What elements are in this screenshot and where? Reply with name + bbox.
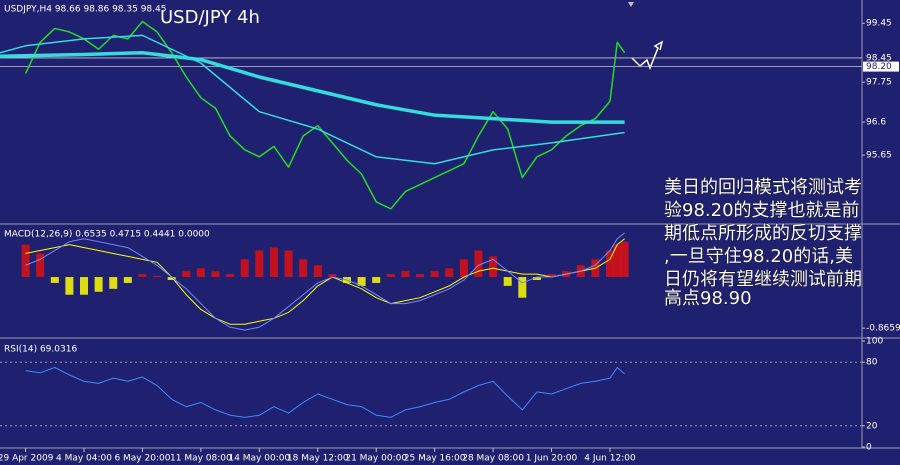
annotation-line: ,一旦守住98.20的话,美 bbox=[664, 246, 853, 267]
chart-title: USD/JPY 4h bbox=[160, 7, 260, 28]
y-tick-label: 99.45 bbox=[866, 19, 892, 29]
price-level-label: 98.45 bbox=[866, 53, 892, 63]
y-tick-label: 0 bbox=[866, 443, 872, 453]
histogram-bar bbox=[328, 274, 337, 278]
series-line bbox=[25, 367, 625, 418]
histogram-bar bbox=[269, 247, 278, 278]
histogram-bar bbox=[401, 271, 410, 278]
histogram-bar bbox=[386, 274, 395, 278]
histogram-bar bbox=[518, 277, 527, 298]
annotation-line: 验98.20的支撑也就是前 bbox=[664, 200, 860, 221]
annotation-line: 美日的回归模式将测试考 bbox=[664, 177, 862, 198]
histogram-bar bbox=[211, 271, 220, 278]
x-tick-label: 18 May 12:00 bbox=[287, 454, 349, 464]
histogram-bar bbox=[474, 250, 483, 278]
y-tick-label: 97.75 bbox=[866, 78, 892, 88]
indicator-label: MACD(12,26,9) 0.6535 0.4715 0.4441 0.000… bbox=[4, 230, 210, 240]
y-tick-label: 20 bbox=[866, 421, 878, 431]
histogram-bar bbox=[240, 259, 249, 278]
histogram-bar bbox=[445, 268, 454, 278]
histogram-bar bbox=[299, 259, 308, 278]
x-tick-label: 4 May 04:00 bbox=[56, 454, 112, 464]
x-tick-label: 1 Jun 20:00 bbox=[526, 454, 578, 464]
histogram-bar bbox=[138, 274, 147, 278]
histogram-bar bbox=[65, 277, 74, 295]
histogram-bar bbox=[21, 244, 30, 278]
histogram-bar bbox=[94, 277, 103, 292]
annotation-line: 期低点所形成的反切支撑 bbox=[664, 223, 862, 244]
histogram-bar bbox=[36, 253, 45, 278]
chart-label: USDJPY,H4 98.66 98.86 98.35 98.45 bbox=[4, 5, 166, 15]
shift-marker bbox=[628, 2, 634, 7]
histogram-bar bbox=[430, 271, 439, 278]
annotation-line: 高点98.90 bbox=[664, 288, 752, 309]
histogram-bar bbox=[532, 277, 541, 280]
histogram-bar bbox=[459, 259, 468, 278]
x-tick-label: 11 May 08:00 bbox=[170, 454, 232, 464]
histogram-bar bbox=[357, 277, 366, 286]
y-tick-label: 96.6 bbox=[866, 118, 886, 128]
series-line bbox=[0, 50, 625, 124]
series-line bbox=[25, 232, 625, 331]
histogram-bar bbox=[489, 256, 498, 278]
series-line bbox=[24, 20, 626, 210]
price-level-label: 98.20 bbox=[866, 62, 892, 72]
x-tick-label: 25 May 16:00 bbox=[404, 454, 466, 464]
histogram-bar bbox=[613, 244, 622, 278]
histogram-bar bbox=[255, 250, 264, 278]
x-tick-label: 4 Jun 12:00 bbox=[584, 454, 636, 464]
x-tick-label: 14 May 00:00 bbox=[228, 454, 290, 464]
histogram-bar bbox=[416, 274, 425, 278]
histogram-bar bbox=[109, 277, 118, 289]
y-tick-label: 80 bbox=[866, 358, 878, 368]
histogram-bar bbox=[503, 277, 512, 286]
series-line bbox=[0, 34, 625, 165]
x-tick-label: 29 Apr 2009 bbox=[0, 454, 54, 464]
histogram-bar bbox=[620, 241, 629, 278]
histogram-bar bbox=[226, 274, 235, 278]
x-tick-label: 28 May 08:00 bbox=[462, 454, 524, 464]
histogram-bar bbox=[196, 268, 205, 278]
histogram-bar bbox=[80, 277, 89, 295]
histogram-bar bbox=[547, 274, 556, 278]
histogram-bar bbox=[182, 271, 191, 278]
indicator-label: RSI(14) 69.0316 bbox=[4, 345, 77, 355]
histogram-bar bbox=[167, 277, 176, 280]
price-tag bbox=[863, 61, 899, 72]
y-tick-label: 100 bbox=[866, 337, 883, 347]
histogram-bar bbox=[372, 277, 381, 283]
histogram-bar bbox=[123, 277, 132, 283]
annotation-line: 日仍将有望继续测试前期 bbox=[664, 269, 862, 290]
histogram-bar bbox=[313, 265, 322, 278]
histogram-bar bbox=[153, 275, 162, 278]
x-tick-label: 6 May 20:00 bbox=[114, 454, 170, 464]
y-tick-label: -0.8659 bbox=[866, 324, 900, 334]
x-tick-label: 21 May 00:00 bbox=[345, 454, 407, 464]
histogram-bar bbox=[50, 277, 59, 283]
annotation: 美日的回归模式将测试考 验98.20的支撑也就是前 期低点所形成的反切支撑 ,一… bbox=[664, 177, 863, 310]
y-tick-label: 95.65 bbox=[866, 151, 892, 161]
histogram-bar bbox=[605, 250, 614, 278]
histogram-bar bbox=[284, 250, 293, 278]
